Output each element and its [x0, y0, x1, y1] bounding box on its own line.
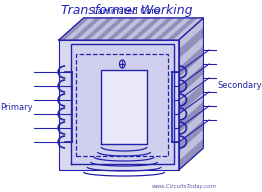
Polygon shape	[179, 120, 203, 151]
Polygon shape	[131, 18, 161, 40]
Text: Laminated Core: Laminated Core	[93, 7, 160, 16]
Polygon shape	[179, 46, 203, 77]
Polygon shape	[149, 18, 179, 40]
Polygon shape	[179, 55, 203, 86]
Polygon shape	[179, 36, 203, 68]
Polygon shape	[83, 18, 113, 40]
Polygon shape	[179, 18, 203, 49]
Polygon shape	[65, 18, 96, 40]
Polygon shape	[179, 92, 203, 124]
Polygon shape	[143, 18, 173, 40]
Polygon shape	[161, 18, 192, 40]
Polygon shape	[179, 139, 203, 170]
Polygon shape	[179, 129, 203, 161]
Polygon shape	[179, 111, 203, 142]
Text: www.CircuitsToday.com: www.CircuitsToday.com	[151, 184, 216, 189]
Text: Transformer Working: Transformer Working	[61, 4, 192, 17]
Polygon shape	[125, 18, 155, 40]
Polygon shape	[95, 18, 125, 40]
Text: Secondary: Secondary	[217, 80, 262, 89]
Polygon shape	[179, 18, 203, 170]
Polygon shape	[101, 18, 132, 40]
Polygon shape	[137, 18, 167, 40]
Polygon shape	[119, 18, 149, 40]
Polygon shape	[101, 70, 147, 144]
Bar	[77, 54, 168, 156]
Polygon shape	[167, 18, 198, 40]
Polygon shape	[179, 83, 203, 114]
Polygon shape	[77, 18, 107, 40]
Polygon shape	[59, 18, 203, 40]
Polygon shape	[173, 18, 203, 40]
Polygon shape	[179, 74, 203, 105]
Polygon shape	[155, 18, 185, 40]
Text: Primary: Primary	[0, 103, 33, 112]
Polygon shape	[107, 18, 138, 40]
Polygon shape	[179, 65, 203, 96]
Polygon shape	[179, 102, 203, 133]
Polygon shape	[59, 40, 179, 170]
Polygon shape	[89, 18, 119, 40]
Polygon shape	[71, 44, 174, 164]
Polygon shape	[71, 18, 101, 40]
Polygon shape	[179, 27, 203, 59]
Polygon shape	[113, 18, 144, 40]
Polygon shape	[59, 18, 90, 40]
